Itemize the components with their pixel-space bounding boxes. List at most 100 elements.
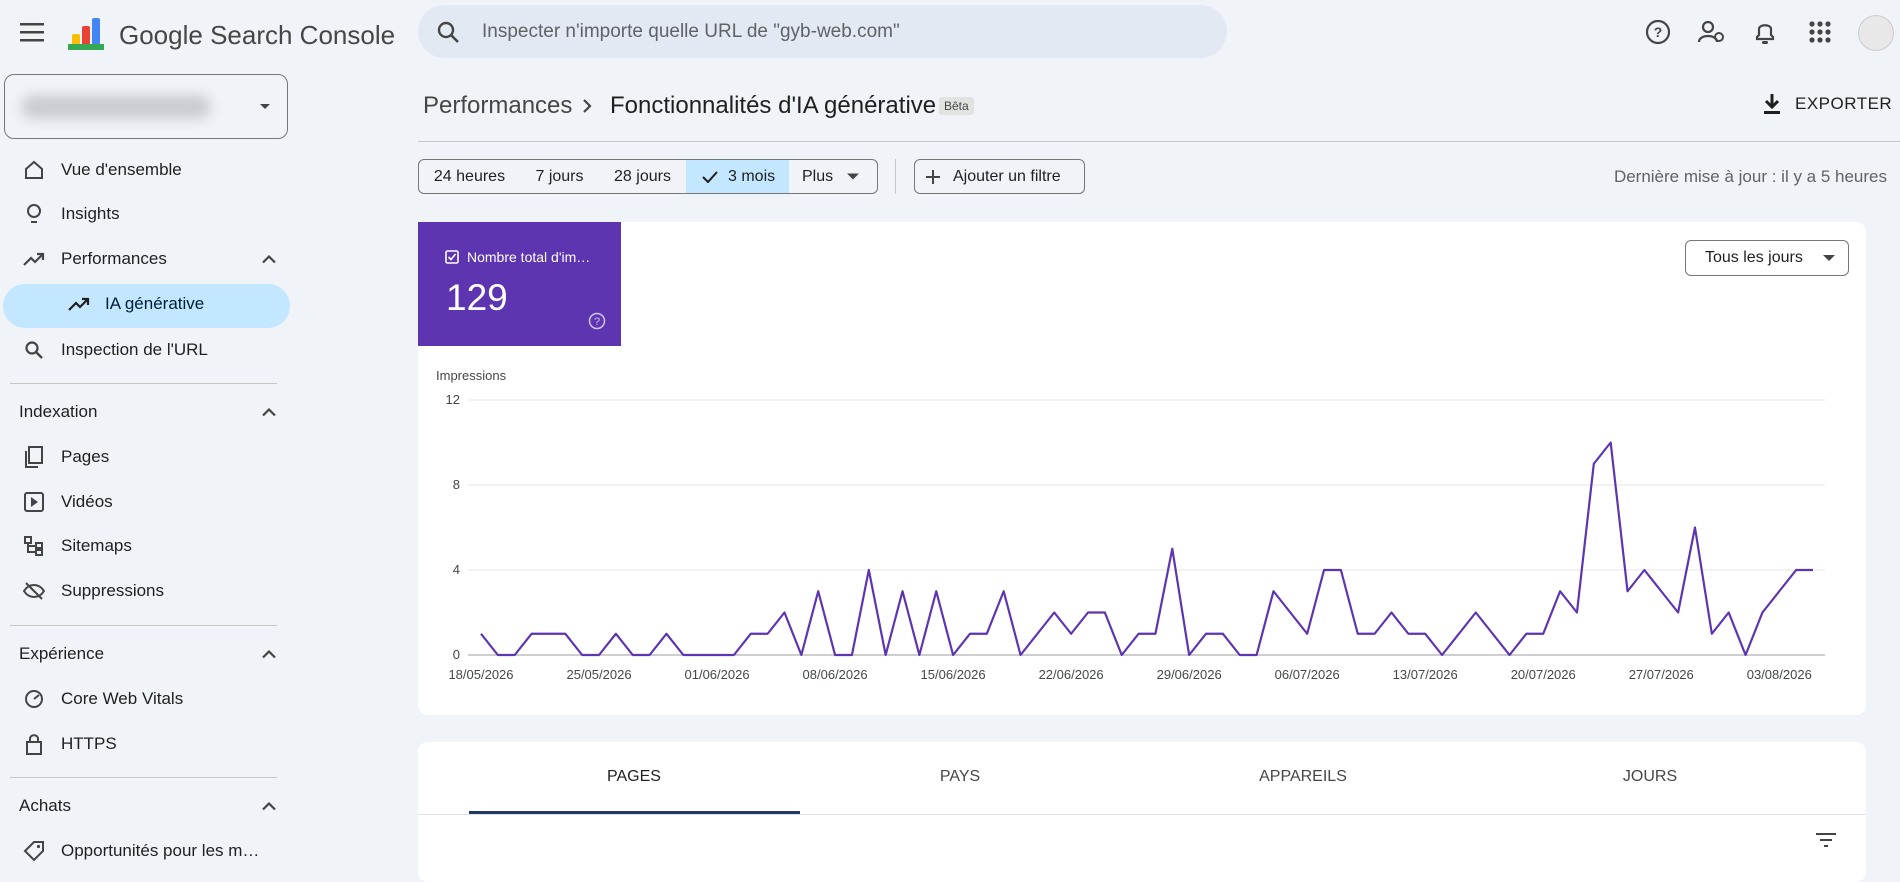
range-chip[interactable]: Plus — [789, 159, 878, 194]
notifications-icon[interactable] — [1754, 19, 1776, 45]
lock-icon — [26, 734, 42, 755]
nav-item[interactable]: HTTPS — [61, 734, 117, 753]
x-tick-label: 25/05/2026 — [566, 667, 631, 682]
x-tick-label: 03/08/2026 — [1747, 667, 1812, 682]
x-tick-label: 29/06/2026 — [1157, 667, 1222, 682]
metric-checkbox[interactable] — [445, 250, 459, 264]
trend-icon — [68, 297, 90, 311]
search-box[interactable] — [418, 5, 1227, 58]
sitemap-icon — [24, 536, 43, 556]
chevron-up[interactable] — [262, 801, 276, 811]
insights-icon — [27, 204, 41, 223]
download-icon — [1764, 94, 1780, 114]
granularity-select[interactable]: Tous les jours — [1685, 240, 1849, 276]
nav-item[interactable]: Pages — [61, 447, 110, 466]
nav-item[interactable]: Vidéos — [61, 492, 113, 511]
range-chip[interactable]: 24 heures — [418, 159, 521, 194]
breadcrumb-parent[interactable]: Performances — [423, 92, 573, 119]
search-icon — [437, 21, 459, 43]
x-tick-label: 08/06/2026 — [803, 667, 868, 682]
menu-icon[interactable] — [20, 22, 46, 42]
home-icon — [25, 160, 43, 179]
range-chip-selected[interactable]: 3 mois — [686, 159, 790, 194]
dropdown-arrow — [847, 173, 859, 180]
account-settings-icon[interactable] — [1697, 19, 1725, 45]
breadcrumb-current: Fonctionnalités d'IA générative — [610, 92, 937, 119]
search-placeholder: Inspecter n'importe quelle URL de "gyb-w… — [482, 21, 900, 42]
series-line — [480, 441, 1813, 657]
nav-item[interactable]: Performances — [61, 249, 167, 268]
x-tick-label: 18/05/2026 — [448, 667, 513, 682]
dropdown-arrow — [260, 104, 270, 109]
nav-item-active[interactable]: IA générative — [105, 294, 205, 313]
x-tick-label: 01/06/2026 — [685, 667, 750, 682]
x-tick-label: 13/07/2026 — [1393, 667, 1458, 682]
chevron-up[interactable] — [262, 254, 276, 264]
x-tick-label: 20/07/2026 — [1511, 667, 1576, 682]
chevron-up[interactable] — [262, 649, 276, 659]
nav-item[interactable]: Vue d'ensemble — [61, 160, 182, 179]
chevron-up[interactable] — [262, 407, 276, 417]
divider — [10, 777, 277, 778]
product-name: Google Search Console — [119, 20, 396, 50]
nav-item[interactable]: Suppressions — [61, 581, 165, 600]
vitals-icon — [25, 690, 43, 708]
removals-icon — [23, 582, 45, 600]
metric-help[interactable]: ? — [588, 312, 606, 330]
y-tick-label: 4 — [453, 562, 460, 577]
breadcrumb-chevron — [583, 99, 592, 113]
metric-value: 129 — [446, 277, 508, 318]
svg-text:?: ? — [594, 316, 600, 328]
search-icon — [25, 341, 43, 359]
trend-icon — [23, 252, 45, 266]
nav-item[interactable]: Opportunités pour les m… — [61, 841, 260, 860]
help-icon[interactable]: ? — [1645, 19, 1671, 45]
tab-active[interactable]: PAGES — [607, 768, 661, 785]
nav-item[interactable]: Insights — [61, 204, 120, 223]
x-tick-label: 27/07/2026 — [1629, 667, 1694, 682]
range-chip[interactable]: 7 jours — [520, 159, 600, 194]
section-title[interactable]: Expérience — [19, 644, 105, 663]
nav-active-bg — [3, 284, 290, 328]
beta-badge: Bêta — [939, 97, 974, 115]
tab-divider — [418, 814, 1866, 815]
y-tick-label: 12 — [446, 392, 460, 407]
range-chip[interactable]: 28 jours — [599, 159, 687, 194]
tab[interactable]: JOURS — [1622, 768, 1678, 785]
tab[interactable]: PAYS — [939, 768, 981, 785]
x-tick-label: 15/06/2026 — [921, 667, 986, 682]
tag-icon — [23, 841, 44, 862]
logo — [68, 18, 104, 50]
filter-icon[interactable] — [1815, 832, 1837, 848]
section-title[interactable]: Achats — [19, 796, 71, 815]
check-icon — [702, 171, 718, 183]
property-blur — [21, 95, 211, 119]
header-divider — [418, 141, 1900, 142]
avatar[interactable] — [1858, 15, 1894, 51]
apps-icon[interactable] — [1809, 21, 1831, 43]
divider — [10, 625, 277, 626]
tab[interactable]: APPAREILS — [1259, 768, 1347, 785]
section-title[interactable]: Indexation — [19, 402, 98, 421]
tab-indicator — [469, 811, 800, 814]
chart: Impressions 0 4 8 12 18/05/2026 25/05/2026 01/… — [436, 368, 1825, 682]
filter-separator — [895, 159, 896, 194]
svg-text:?: ? — [1654, 24, 1663, 40]
dropdown-arrow — [1823, 255, 1835, 261]
export-button[interactable]: EXPORTER — [1795, 94, 1893, 113]
nav-item[interactable]: Sitemaps — [61, 536, 132, 555]
granularity-label: Tous les jours — [1705, 249, 1803, 266]
y-axis-label: Impressions — [436, 368, 507, 383]
x-tick-label: 22/06/2026 — [1039, 667, 1104, 682]
property-selector[interactable] — [4, 74, 288, 139]
metric-card[interactable]: Nombre total d'im… 129 ? — [418, 222, 621, 346]
nav-item[interactable]: Inspection de l'URL — [61, 340, 208, 359]
plus-icon — [926, 170, 940, 184]
video-icon — [24, 492, 44, 512]
divider — [10, 383, 277, 384]
nav-item[interactable]: Core Web Vitals — [61, 689, 184, 708]
x-tick-label: 06/07/2026 — [1275, 667, 1340, 682]
add-filter-button[interactable]: Ajouter un filtre — [914, 159, 1085, 194]
pages-icon — [25, 446, 43, 468]
